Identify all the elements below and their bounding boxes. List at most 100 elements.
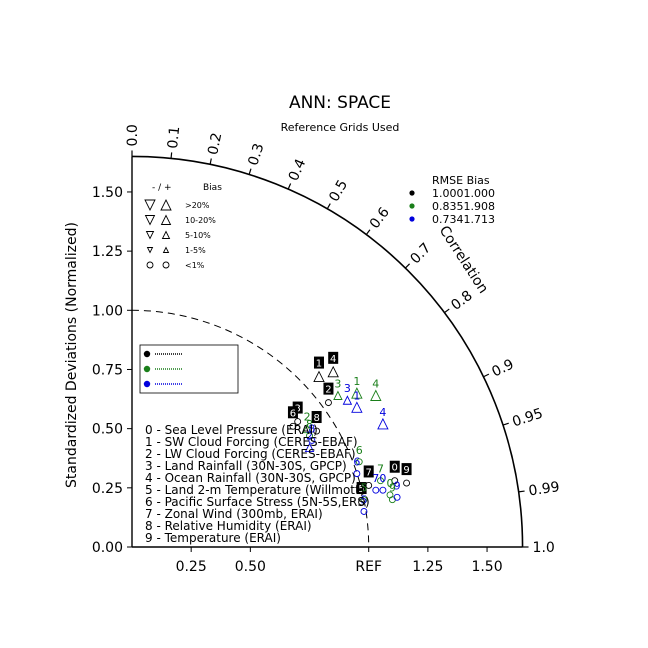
bias-up-triangle: [161, 230, 171, 239]
marker-circle-0-5: [358, 498, 366, 506]
bias-down-triangle: [145, 231, 155, 240]
chart-title: ANN: SPACE: [289, 93, 391, 113]
rmse-legend-header: RMSE Bias: [432, 174, 490, 187]
y-tick-label: 0.75: [92, 362, 123, 378]
bias-legend-label: 1-5%: [185, 246, 206, 255]
marker-triangle-0-4: [327, 365, 339, 378]
marker-circle-2-0: [379, 486, 387, 494]
rmse-legend-values: 0.7341.713: [432, 213, 495, 226]
marker-circle-2-9: [393, 493, 401, 501]
point-label-1-8: 8: [306, 418, 313, 431]
case-legend-box: [139, 344, 239, 394]
marker-circle-0-9: [403, 479, 411, 487]
marker-triangle-1-3: [333, 390, 343, 400]
bias-down-triangle: [144, 215, 156, 226]
point-label-bg-0-1: [313, 356, 324, 369]
variable-item: 1 - SW Cloud Forcing (CERES-EBAF): [145, 435, 358, 449]
x-tick-label: 0.25: [176, 559, 207, 575]
marker-triangle-2-1: [351, 401, 363, 413]
point-label-bg-0-7: [363, 465, 374, 478]
point-label-2-3: 3: [344, 382, 351, 395]
ref-label: REF: [355, 559, 382, 575]
y-tick-label: 1.50: [92, 185, 123, 201]
correlation-tick: [404, 263, 411, 269]
correlation-tick: [518, 490, 525, 493]
correlation-tick: [326, 203, 331, 210]
case-legend-dot: [143, 380, 151, 388]
bias-legend: - / + Bias >20% 10-20% 5-10% 1-5% <1%: [144, 183, 222, 270]
point-label-2-0: 0: [379, 472, 386, 485]
marker-circle-2-6: [353, 470, 361, 478]
bias-legend-label: >20%: [185, 201, 210, 210]
point-label-bg-0-4: [328, 351, 339, 364]
correlation-tick-label: 0.9: [489, 356, 516, 380]
bias-down-triangle: [144, 199, 156, 212]
point-label-1-5: 5: [360, 482, 367, 495]
marker-circle-1-6: [355, 458, 363, 466]
marker-circle-0-7: [365, 482, 373, 489]
y-tick-label: 0.50: [92, 422, 123, 438]
correlation-tick-label: 0.1: [165, 126, 183, 150]
point-label-1-9: 9: [389, 482, 396, 495]
point-label-0-2: 2: [325, 385, 331, 396]
point-label-0-1: 1: [316, 359, 322, 370]
correlation-tick-label: 1.0: [533, 540, 555, 556]
correlation-tick: [209, 158, 212, 165]
correlation-tick: [365, 229, 371, 235]
correlation-tick: [483, 373, 490, 378]
point-label-2-2: 2: [306, 430, 313, 443]
bias-legend-header: Bias: [203, 183, 222, 193]
correlation-tick: [287, 183, 292, 190]
correlation-tick-label: 0.7: [407, 240, 434, 267]
outer-arc: [131, 155, 524, 548]
marker-circle-0-8: [313, 427, 321, 435]
variable-item: 9 - Temperature (ERAI): [145, 531, 281, 545]
rmse-legend-values: 0.8351.908: [432, 200, 495, 213]
bias-up-triangle: [162, 246, 170, 253]
point-label-1-0: 0: [387, 477, 394, 490]
variable-item: 6 - Pacific Surface Stress (5N-5S,ERS): [145, 495, 370, 509]
marker-triangle-1-4: [370, 389, 382, 401]
marker-triangle-0-1: [313, 370, 325, 383]
x-tick-label: 1.25: [412, 559, 443, 575]
point-label-2-8: 8: [308, 422, 315, 435]
correlation-tick-label: 0.4: [286, 157, 310, 184]
marker-circle-1-5: [360, 496, 368, 504]
marker-circle-2-5: [360, 508, 368, 515]
y-tick-label: 1.25: [92, 244, 123, 260]
marker-circle-2-7: [372, 486, 380, 494]
point-label-1-3: 3: [334, 378, 341, 391]
bias-down-triangle: [146, 247, 154, 254]
point-label-bg-0-0: [389, 460, 400, 473]
point-label-1-2: 2: [304, 411, 311, 424]
correlation-tick-label: 0.99: [528, 479, 561, 499]
correlation-tick: [444, 308, 450, 314]
case-legend: [139, 344, 239, 394]
bias-up-triangle: [160, 198, 172, 211]
case-legend-dot: [143, 365, 151, 373]
marker-triangle-1-2: [302, 423, 312, 434]
y-tick-label: 0.25: [92, 481, 123, 497]
x-tick-label: 1.50: [471, 559, 502, 575]
point-label-1-7: 7: [377, 463, 384, 476]
rmse-legend-dot: [409, 190, 415, 196]
point-label-bg-0-2: [323, 382, 334, 395]
point-label-1-6: 6: [356, 444, 363, 457]
rmse-legend-values: 1.0001.000: [432, 187, 495, 200]
bias-circle: [162, 261, 170, 269]
point-label-2-5: 5: [360, 493, 367, 506]
marker-circle-2-8: [308, 437, 316, 444]
x-tick-label: 0.50: [235, 559, 266, 575]
point-label-bg-0-8: [311, 411, 322, 424]
marker-circle-0-2: [325, 399, 332, 407]
data-marks: 012345678901234567890123456789: [287, 351, 412, 515]
bias-up-triangle: [160, 214, 172, 225]
variable-item: 5 - Land 2-m Temperature (Willmott): [145, 483, 364, 497]
correlation-tick-label: 0.5: [326, 177, 351, 204]
correlation-tick-label: 0.2: [205, 131, 225, 156]
y-tick-label: 0.00: [92, 540, 123, 556]
point-label-0-0: 0: [392, 463, 398, 474]
chart-subtitle: Reference Grids Used: [281, 121, 400, 134]
rmse-legend-dot: [409, 203, 415, 209]
correlation-tick: [170, 152, 173, 159]
